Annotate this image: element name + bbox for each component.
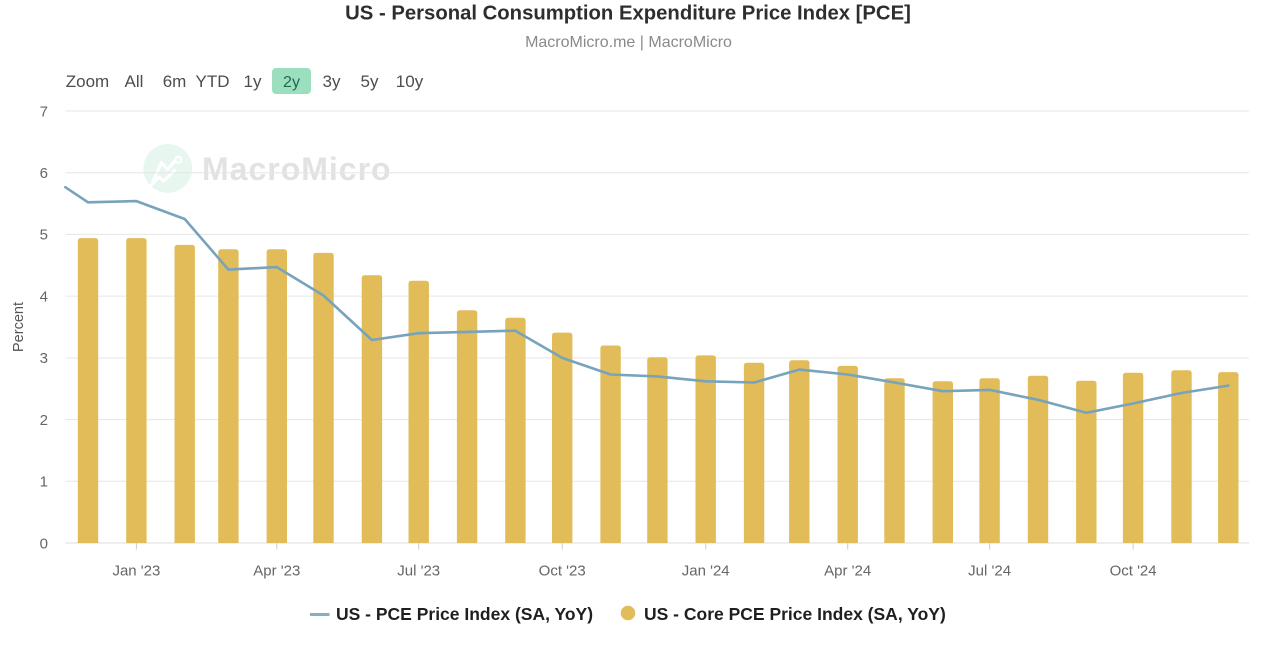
svg-text:0: 0	[40, 535, 48, 552]
svg-text:3: 3	[40, 350, 48, 367]
svg-text:MacroMicro.me | MacroMicro: MacroMicro.me | MacroMicro	[525, 34, 732, 51]
svg-text:Jan '24: Jan '24	[682, 563, 730, 580]
svg-text:Apr '24: Apr '24	[824, 563, 871, 580]
svg-text:US - PCE Price Index (SA, YoY): US - PCE Price Index (SA, YoY)	[336, 604, 593, 624]
svg-text:5y: 5y	[361, 72, 379, 91]
svg-text:2: 2	[40, 412, 48, 429]
svg-text:MacroMicro: MacroMicro	[202, 151, 392, 187]
svg-text:US - Core PCE Price Index (SA,: US - Core PCE Price Index (SA, YoY)	[644, 604, 946, 624]
svg-text:3y: 3y	[323, 72, 341, 91]
svg-text:1: 1	[40, 474, 48, 491]
svg-text:Jan '23: Jan '23	[112, 563, 160, 580]
svg-text:Zoom: Zoom	[66, 72, 109, 91]
svg-text:US - Personal Consumption Expe: US - Personal Consumption Expenditure Pr…	[345, 3, 911, 25]
svg-text:1y: 1y	[244, 72, 262, 91]
svg-text:7: 7	[40, 103, 48, 120]
svg-text:Apr '23: Apr '23	[253, 563, 300, 580]
svg-text:Oct '23: Oct '23	[539, 563, 586, 580]
svg-text:2y: 2y	[283, 74, 300, 91]
svg-text:Jul '24: Jul '24	[968, 563, 1011, 580]
svg-text:10y: 10y	[396, 72, 424, 91]
svg-text:6m: 6m	[163, 72, 187, 91]
svg-text:5: 5	[40, 227, 48, 244]
svg-text:4: 4	[40, 288, 48, 305]
svg-text:6: 6	[40, 165, 48, 182]
svg-text:All: All	[125, 72, 144, 91]
svg-text:Jul '23: Jul '23	[397, 563, 440, 580]
svg-text:Oct '24: Oct '24	[1110, 563, 1157, 580]
svg-text:YTD: YTD	[196, 72, 230, 91]
svg-text:Percent: Percent	[11, 302, 27, 352]
